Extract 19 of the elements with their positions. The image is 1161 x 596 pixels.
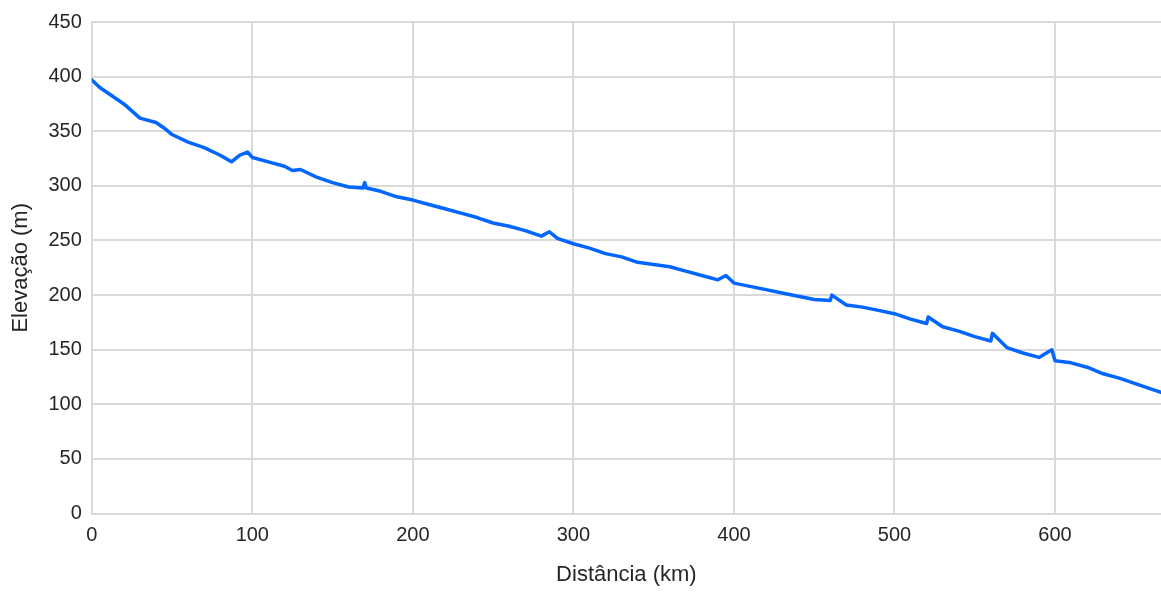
x-tick-label: 600 bbox=[1038, 523, 1072, 546]
y-tick-label: 200 bbox=[48, 282, 82, 305]
y-tick-label: 150 bbox=[48, 337, 82, 360]
y-tick-label: 350 bbox=[48, 118, 82, 141]
x-tick-label: 200 bbox=[396, 523, 430, 546]
x-axis-title: Distância (km) bbox=[556, 560, 697, 586]
y-tick-label: 250 bbox=[48, 228, 82, 250]
x-tick-label: 500 bbox=[877, 523, 912, 546]
x-tick-label: 100 bbox=[235, 523, 269, 546]
y-tick-label: 400 bbox=[48, 64, 82, 87]
y-tick-label: 300 bbox=[48, 173, 82, 196]
y-tick-label: 450 bbox=[48, 9, 82, 32]
y-tick-label: 50 bbox=[59, 446, 82, 469]
y-tick-label: 100 bbox=[48, 391, 82, 414]
x-tick-label: 0 bbox=[86, 523, 98, 546]
x-tick-label: 400 bbox=[717, 523, 751, 546]
x-tick-label: 300 bbox=[556, 523, 591, 546]
y-axis-title: Elevação (m) bbox=[7, 203, 33, 333]
y-tick-label: 0 bbox=[70, 501, 82, 524]
